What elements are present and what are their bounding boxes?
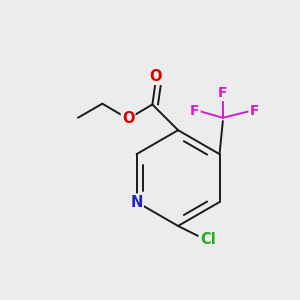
Text: Cl: Cl: [200, 232, 216, 247]
Text: O: O: [122, 111, 134, 126]
Text: F: F: [218, 86, 228, 100]
Text: N: N: [130, 194, 143, 209]
Text: F: F: [250, 104, 259, 118]
Text: O: O: [149, 69, 162, 84]
Text: F: F: [190, 104, 200, 118]
